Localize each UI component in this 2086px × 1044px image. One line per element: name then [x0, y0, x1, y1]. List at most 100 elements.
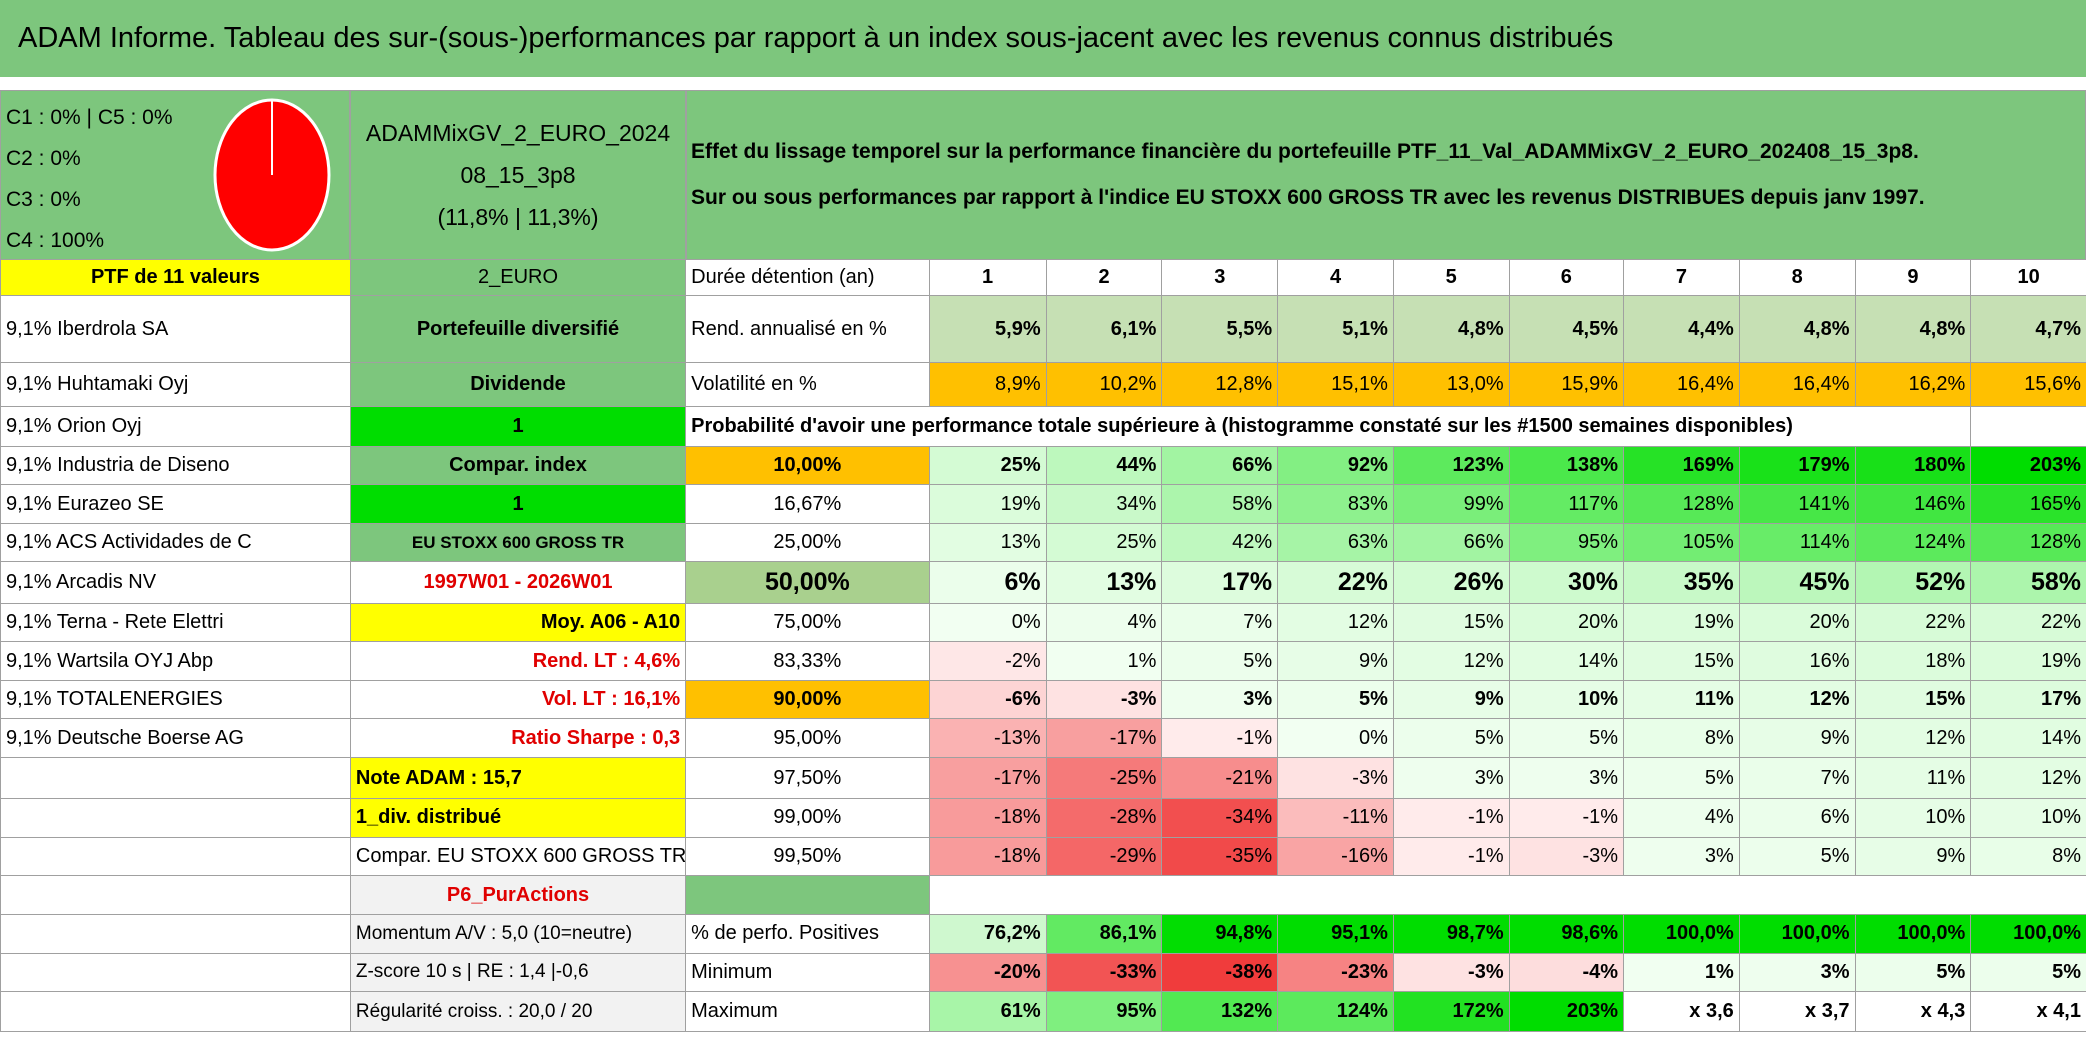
cell: 13%: [928, 522, 1047, 563]
cell: 3: [1161, 259, 1279, 297]
cell: 180%: [1854, 445, 1972, 486]
cell: Rend. LT : 4,6%: [349, 641, 687, 681]
cell: -6%: [928, 679, 1047, 720]
cell: 3%: [1161, 679, 1279, 720]
cell: -16%: [1277, 836, 1394, 877]
cell: 1997W01 - 2026W01: [349, 561, 687, 604]
cell: 12%: [1277, 602, 1394, 643]
cell: 5%: [1970, 952, 2086, 993]
allocation-cell: C1 : 0% | C5 : 0% C2 : 0% C3 : 0% C4 : 1…: [0, 90, 350, 260]
cell: 12%: [1738, 679, 1856, 720]
cell: 1_div. distribué: [349, 798, 687, 838]
cell: 9%: [1392, 679, 1510, 720]
portfolio-line: (11,8% | 11,3%): [437, 204, 599, 230]
cell: Z-score 10 s | RE : 1,4 |-0,6: [349, 952, 687, 993]
cell: 45%: [1738, 561, 1856, 604]
cell: 3%: [1623, 836, 1740, 877]
cell: 76,2%: [928, 913, 1047, 954]
cell: 2_EURO: [349, 259, 687, 297]
cell: 98,6%: [1508, 913, 1625, 954]
empty-cell: [0, 756, 351, 800]
cell: 17%: [1161, 561, 1279, 604]
cell: 10%: [1854, 798, 1972, 838]
cell: 83%: [1277, 484, 1394, 524]
cell: 5,1%: [1277, 295, 1394, 363]
empty-cell: [0, 991, 351, 1033]
cell: 22%: [1970, 602, 2086, 643]
cell: 66%: [1392, 522, 1510, 563]
cell: 4%: [1045, 602, 1163, 643]
cell: 9,1% TOTALENERGIES: [0, 679, 351, 720]
cell: -33%: [1045, 952, 1163, 993]
cell: 4,8%: [1392, 295, 1510, 363]
cell: 2: [1045, 259, 1163, 297]
cell: 4: [1277, 259, 1394, 297]
cell: 75,00%: [685, 602, 930, 643]
cell: 124%: [1277, 991, 1394, 1033]
cell: 13,0%: [1392, 361, 1510, 407]
cell: 9%: [1277, 641, 1394, 681]
cell: 123%: [1392, 445, 1510, 486]
cell: 124%: [1854, 522, 1972, 563]
cell: 50,00%: [685, 561, 930, 604]
cell: 138%: [1508, 445, 1625, 486]
cell: 6%: [1738, 798, 1856, 838]
cell: 3%: [1738, 952, 1856, 993]
cell: 66%: [1161, 445, 1279, 486]
cell: 5%: [1277, 679, 1394, 720]
cell: -4%: [1508, 952, 1625, 993]
cell: 11%: [1854, 756, 1972, 800]
cell: 19%: [1970, 641, 2086, 681]
portfolio-line: 08_15_3p8: [460, 162, 576, 188]
cell: Portefeuille diversifié: [349, 295, 687, 363]
cell: x 4,3: [1854, 991, 1972, 1033]
cell: 165%: [1970, 484, 2086, 524]
cell: 19%: [1623, 602, 1740, 643]
cell: 12,8%: [1161, 361, 1279, 407]
cell: 9,1% Huhtamaki Oyj: [0, 361, 351, 407]
pie: [213, 98, 331, 252]
description-line: Sur ou sous performances par rapport à l…: [691, 186, 1925, 209]
cell: 6,1%: [1045, 295, 1163, 363]
cell: 11%: [1623, 679, 1740, 720]
cell: Ratio Sharpe : 0,3: [349, 718, 687, 758]
cell: 4,4%: [1623, 295, 1740, 363]
cell: 8%: [1970, 836, 2086, 877]
cell: -20%: [928, 952, 1047, 993]
cell: -11%: [1277, 798, 1394, 838]
cell: 95%: [1045, 991, 1163, 1033]
cell: 100,0%: [1738, 913, 1856, 954]
cell: Compar. index: [349, 445, 687, 486]
cell: 5%: [1392, 718, 1510, 758]
cell: 95%: [1508, 522, 1625, 563]
cell: 100,0%: [1854, 913, 1972, 954]
cell: 4,8%: [1738, 295, 1856, 363]
cell: -35%: [1161, 836, 1279, 877]
cell: 10%: [1970, 798, 2086, 838]
cell: Volatilité en %: [685, 361, 930, 407]
cell: 42%: [1161, 522, 1279, 563]
description-cell: Effet du lissage temporel sur la perform…: [686, 90, 2086, 260]
cell: -3%: [1392, 952, 1510, 993]
cell: 203%: [1508, 991, 1625, 1033]
portfolio-line: ADAMMixGV_2_EURO_2024: [365, 120, 671, 146]
empty-cell: [1970, 405, 2086, 447]
empty-cell: [0, 875, 351, 915]
cell: 99%: [1392, 484, 1510, 524]
cell: -2%: [928, 641, 1047, 681]
cell: 95,00%: [685, 718, 930, 758]
cell: 83,33%: [685, 641, 930, 681]
cell: 15,9%: [1508, 361, 1625, 407]
title: ADAM Informe. Tableau des sur-(sous-)per…: [0, 0, 2086, 77]
cell: 12%: [1970, 756, 2086, 800]
cell: 94,8%: [1161, 913, 1279, 954]
cell: 15%: [1623, 641, 1740, 681]
cell: PTF de 11 valeurs: [0, 259, 351, 297]
cell: 4,8%: [1854, 295, 1972, 363]
cell: Probabilité d'avoir une performance tota…: [685, 405, 1972, 447]
cell: 172%: [1392, 991, 1510, 1033]
cell: -1%: [1392, 798, 1510, 838]
cell: -29%: [1045, 836, 1163, 877]
cell: 9: [1854, 259, 1972, 297]
cell: Moy. A06 - A10: [349, 602, 687, 643]
